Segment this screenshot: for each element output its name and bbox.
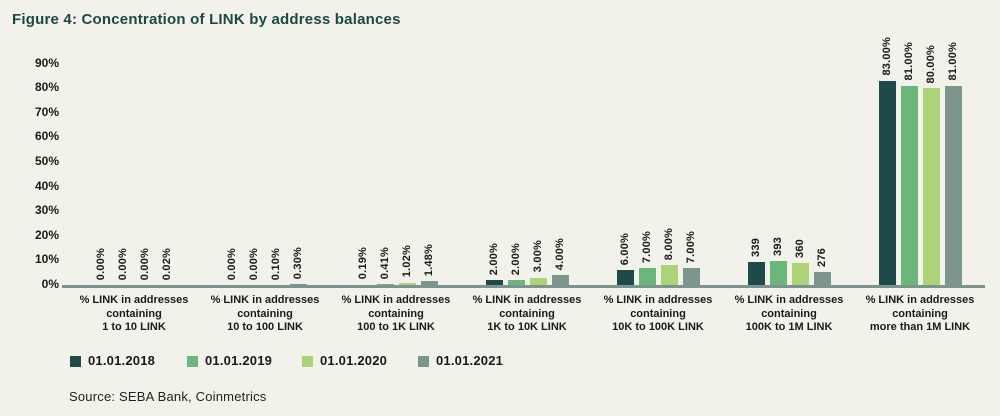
bar-value-label: 393 <box>772 236 784 256</box>
bar-value-label: 0.41% <box>379 246 391 279</box>
bar-value-label: 8.00% <box>663 228 675 261</box>
x-axis-category-label-6: % LINK in addresses containing 100K to 1… <box>734 294 844 333</box>
legend-swatch-2019 <box>187 355 198 367</box>
bar-value-label: 0.00% <box>95 247 107 280</box>
bar-value-label: 0.00% <box>248 247 260 280</box>
bar-value-label: 0.00% <box>117 247 129 280</box>
y-axis-tick-label: 50% <box>34 154 59 168</box>
bar-value-label: 80.00% <box>925 44 937 84</box>
legend-label-2018: 01.01.2018 <box>88 353 156 368</box>
bar-01.01.2021-group7 <box>944 85 962 285</box>
bar-value-label: 7.00% <box>685 230 697 263</box>
legend-label-2019: 01.01.2019 <box>205 353 273 368</box>
bar-value-label: 83.00% <box>881 37 893 76</box>
bar-value-label: 2.00% <box>510 242 522 276</box>
bar-01.01.2020-group6 <box>791 262 809 285</box>
bar-value-label: 0.10% <box>270 247 282 280</box>
chart-title: Figure 4: Concentration of LINK by addre… <box>12 11 401 28</box>
y-axis-tick-label: 0% <box>41 277 59 291</box>
x-axis-category-label-7: % LINK in addresses containing more than… <box>865 294 975 333</box>
bar-value-label: 339 <box>750 238 762 258</box>
x-axis-category-label-3: % LINK in addresses containing 100 to 1K… <box>341 294 451 333</box>
bar-01.01.2018-group7 <box>878 80 896 285</box>
bar-01.01.2021-group3 <box>420 281 438 285</box>
bar-value-label: 3.00% <box>532 240 544 273</box>
bar-value-label: 0.19% <box>357 247 369 280</box>
y-axis-tick-label: 60% <box>34 129 59 144</box>
bar-01.01.2020-group3 <box>398 282 416 285</box>
chart-legend: 01.01.2018 01.01.2019 01.01.2020 01.01.2… <box>0 353 1000 369</box>
y-axis-tick-label: 40% <box>34 178 59 193</box>
x-axis-category-label-2: % LINK in addresses containing 10 to 100… <box>210 294 320 333</box>
x-axis-category-label-5: % LINK in addresses containing 10K to 10… <box>603 294 713 333</box>
legend-item-2018: 01.01.2018 <box>70 353 155 368</box>
bar-value-label: 360 <box>794 238 806 258</box>
bar-value-label: 7.00% <box>641 230 653 263</box>
x-axis-category-label-1: % LINK in addresses containing 1 to 10 L… <box>79 294 189 333</box>
bar-value-label: 4.00% <box>554 237 566 271</box>
bar-01.01.2021-group4 <box>551 275 569 285</box>
bar-01.01.2021-group6 <box>813 271 831 285</box>
bar-01.01.2021-group5 <box>682 267 700 285</box>
bar-01.01.2019-group4 <box>507 280 525 285</box>
source-note: Source: SEBA Bank, Coinmetrics <box>69 389 267 404</box>
bar-value-label: 276 <box>816 247 828 267</box>
bar-value-label: 0.30% <box>292 247 304 280</box>
bar-value-label: 0.00% <box>226 247 238 280</box>
legend-label-2021: 01.01.2021 <box>436 353 504 368</box>
bar-chart-plot-area: 0% 10% 20% 30% 40% 50% 60% 70% 80% 90% 0.00% 0.00% 0… <box>34 37 962 291</box>
legend-item-2019: 01.01.2019 <box>187 353 272 368</box>
bar-01.01.2020-group4 <box>529 277 547 285</box>
legend-swatch-2018 <box>70 355 81 367</box>
legend-item-2021: 01.01.2021 <box>418 353 503 368</box>
bar-01.01.2019-group3 <box>376 284 394 285</box>
y-axis-tick-label: 70% <box>34 104 59 119</box>
bar-01.01.2019-group5 <box>638 267 656 285</box>
y-axis-tick-label: 80% <box>34 80 59 95</box>
legend-item-2020: 01.01.2020 <box>302 353 387 368</box>
y-axis-tick-label: 10% <box>34 252 59 267</box>
bar-01.01.2020-group5 <box>660 265 678 285</box>
bar-value-label: 81.00% <box>903 42 915 81</box>
bar-value-label: 1.48% <box>423 244 435 277</box>
bar-value-label: 2.00% <box>488 242 500 276</box>
bar-01.01.2018-group4 <box>485 280 503 285</box>
bar-value-label: 1.02% <box>401 245 413 278</box>
bar-01.01.2018-group5 <box>616 270 634 285</box>
legend-swatch-2020 <box>302 355 313 367</box>
bar-value-label: 0.02% <box>161 247 173 280</box>
bar-value-label: 0.00% <box>139 247 151 280</box>
bar-01.01.2019-group6 <box>769 260 787 285</box>
y-axis-tick-label: 30% <box>34 203 59 218</box>
bar-01.01.2020-group7 <box>922 88 940 285</box>
bar-value-label: 81.00% <box>947 42 959 81</box>
y-axis-tick-label: 20% <box>34 227 59 242</box>
bar-01.01.2019-group7 <box>900 85 918 285</box>
x-axis-line <box>62 285 985 288</box>
y-axis-tick-label: 90% <box>34 55 59 70</box>
legend-label-2020: 01.01.2020 <box>320 353 388 368</box>
x-axis-category-label-4: % LINK in addresses containing 1K to 10K… <box>472 294 582 333</box>
bar-01.01.2021-group2 <box>289 284 307 285</box>
legend-swatch-2021 <box>418 355 429 367</box>
bar-01.01.2018-group6 <box>747 262 765 285</box>
bar-value-label: 6.00% <box>619 233 631 266</box>
